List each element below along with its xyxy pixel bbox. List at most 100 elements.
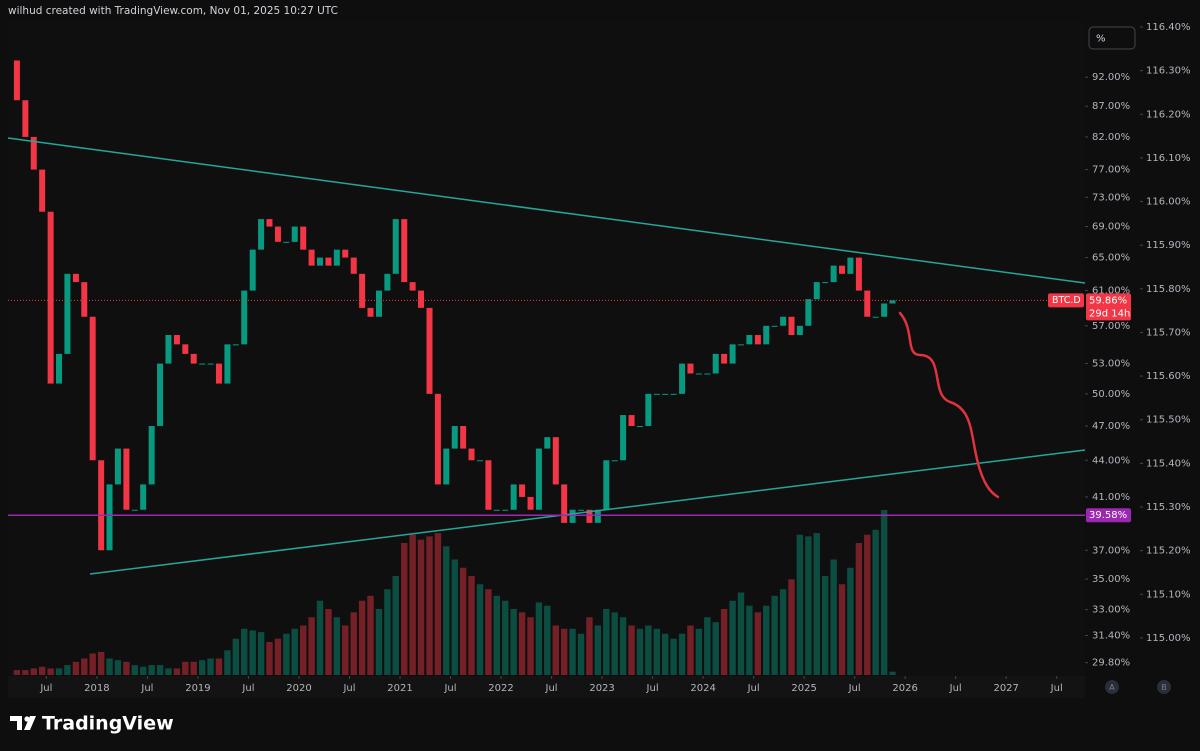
b-button-label[interactable]: B [1161, 683, 1167, 692]
x-tick-label: Jul [949, 683, 962, 694]
x-tick-label: 2019 [185, 683, 210, 694]
y-tick-label: 33.00% [1092, 605, 1130, 616]
candle-body [839, 265, 846, 274]
volume-bar [207, 658, 214, 675]
scale-button-label[interactable]: % [1096, 34, 1106, 45]
candle-body [131, 509, 138, 511]
candle-body [611, 460, 618, 462]
axes: 92.00% 87.00% 82.00% 77.00% 73.00% 69.00% 65.0… [8, 22, 1191, 694]
volume-bar [821, 576, 829, 675]
volume-bar [325, 609, 332, 675]
candle-body [443, 448, 450, 485]
volume-bar [712, 622, 719, 675]
y-tick-label: 92.00% [1092, 72, 1130, 83]
candle-body [830, 265, 837, 283]
candle-body [519, 484, 526, 497]
candle-body [771, 325, 778, 327]
candle-body [173, 334, 180, 345]
x-tick-label: 2021 [387, 683, 412, 694]
volume-bar [518, 612, 526, 675]
volume-bar [274, 638, 282, 675]
candle-body [123, 448, 130, 510]
volume-bar [535, 602, 543, 675]
volume-bar [779, 589, 787, 675]
y-tick-label: 73.00% [1092, 192, 1130, 203]
candle-layer [13, 60, 896, 551]
volume-bar [249, 630, 256, 675]
candle-body [157, 363, 164, 426]
candle-body [249, 249, 256, 291]
candle-body [679, 363, 686, 394]
candle-body [207, 363, 214, 365]
volume-bar [720, 609, 728, 675]
candle-body [780, 316, 787, 326]
candle-body [805, 299, 812, 326]
candle-body [535, 448, 542, 510]
candle-body [594, 509, 601, 523]
auto-button-label[interactable]: A [1109, 683, 1115, 692]
candle-body [426, 307, 433, 394]
volume-bar [114, 660, 122, 675]
volume-bar [830, 559, 837, 675]
volume-bar [662, 633, 669, 675]
y-tick-label: 50.00% [1092, 389, 1130, 400]
candle-body [350, 257, 357, 274]
scale-button[interactable] [1088, 26, 1136, 50]
x-tick-label: 2025 [791, 683, 816, 694]
candle-body [165, 334, 172, 364]
x-tick-label: 2018 [84, 683, 109, 694]
candle-body [392, 219, 399, 274]
volume-bar [13, 670, 21, 675]
volume-bar [611, 612, 618, 675]
volume-bar [729, 600, 736, 675]
candle-body [552, 437, 559, 485]
volume-bar [156, 665, 164, 675]
candle-body [763, 325, 770, 345]
volume-bar [308, 617, 315, 675]
y2-tick-label: 115.70% [1146, 327, 1191, 338]
volume-bar [594, 625, 602, 675]
candle-body [342, 249, 349, 258]
x-tick-label: Jul [342, 683, 355, 694]
candle-body [460, 425, 467, 449]
volume-bar [434, 533, 442, 675]
y-tick-label: 31.40% [1092, 630, 1130, 641]
x-tick-label: Jul [848, 683, 861, 694]
volume-bar [350, 612, 357, 675]
x-tick-label: 2023 [589, 683, 614, 694]
volume-bar [55, 668, 63, 675]
candle-body [384, 273, 391, 291]
candle-body [258, 219, 265, 250]
volume-bar [333, 617, 341, 675]
volume-bar [687, 625, 694, 675]
volume-bar [872, 529, 879, 675]
volume-bar [552, 625, 559, 675]
candle-body [241, 290, 248, 345]
b-button[interactable] [1157, 680, 1171, 694]
candle-body [316, 257, 323, 266]
candle-body [140, 484, 147, 510]
volume-bar [813, 533, 820, 675]
volume-bar [560, 628, 568, 675]
volume-bar [880, 510, 888, 675]
volume-bar [232, 638, 240, 675]
candle-body [737, 344, 744, 346]
candle-body [670, 393, 677, 395]
candle-body [215, 363, 222, 384]
candle-body [56, 353, 63, 384]
y2-tick-label: 115.40% [1146, 458, 1191, 469]
volume-bar [737, 592, 745, 675]
volume-bar [358, 600, 366, 675]
auto-button[interactable] [1105, 680, 1119, 694]
candle-body [190, 353, 197, 364]
x-tick-label: 2022 [488, 683, 513, 694]
candle-body [889, 300, 896, 304]
y-tick-label: 41.00% [1092, 492, 1130, 503]
volume-bar [215, 658, 223, 675]
candle-body [636, 425, 643, 427]
candle-body [22, 100, 29, 137]
volume-bar [64, 665, 71, 675]
candle-body [291, 226, 298, 242]
y-tick-label: 29.80% [1092, 658, 1130, 669]
volume-bar [417, 539, 425, 675]
